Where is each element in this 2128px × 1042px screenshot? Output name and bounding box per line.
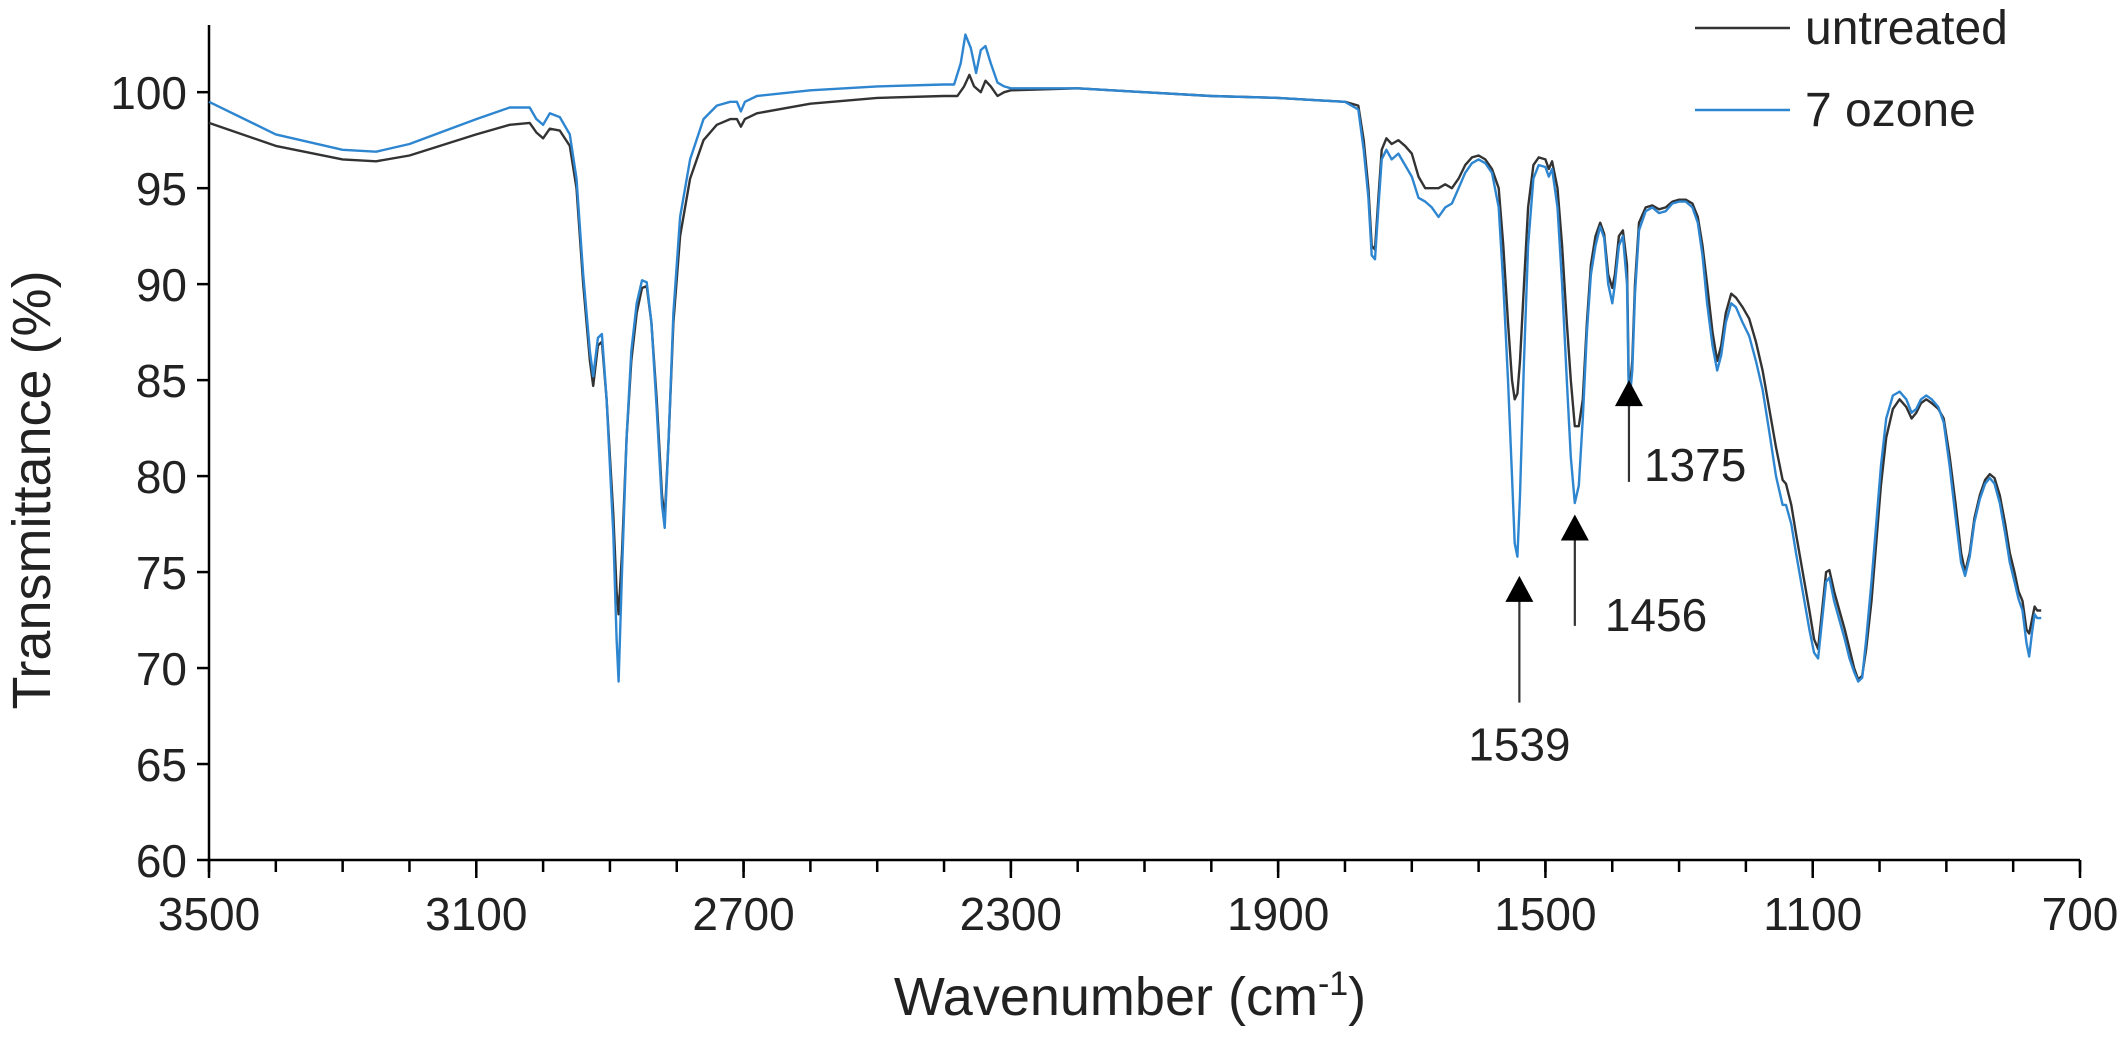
- x-tick-label: 700: [2042, 888, 2119, 940]
- annotation-arrow-head: [1505, 575, 1534, 602]
- x-tick-label: 2300: [960, 888, 1062, 940]
- series-layer: [208, 33, 2042, 683]
- x-tick-label: 1100: [1763, 888, 1862, 940]
- x-tick-label: 3100: [425, 888, 527, 940]
- y-axis-label: Transmittance (%): [2, 270, 62, 709]
- annotation-arrow-head: [1560, 514, 1589, 541]
- y-tick-label: 70: [136, 643, 187, 695]
- y-tick-label: 100: [110, 67, 187, 119]
- annotation-label-1375: 1375: [1644, 439, 1746, 491]
- y-tick-label: 90: [136, 259, 187, 311]
- legend-label-7-ozone: 7 ozone: [1805, 84, 1976, 137]
- x-axis-label-superscript: -1: [1318, 965, 1348, 1003]
- y-tick-label: 60: [136, 835, 187, 887]
- legend-label-untreated: untreated: [1805, 2, 2008, 55]
- y-tick-label: 80: [136, 451, 187, 503]
- x-axis-label: Wavenumber (cm-1): [894, 965, 1366, 1027]
- y-tick-label: 95: [136, 163, 187, 215]
- series-line-untreated: [208, 73, 2042, 681]
- y-tick-label: 65: [136, 739, 187, 791]
- annotation-label-1539: 1539: [1468, 719, 1570, 771]
- annotation-layer: 1539 1456 1375: [1468, 380, 1746, 771]
- x-tick-label: 2700: [692, 888, 794, 940]
- x-tick-label: 1500: [1494, 888, 1596, 940]
- axes-layer: 60 65 70 75 80 85 90 95 100 3500 3100 2700 2300 1900 1…: [110, 25, 2118, 940]
- y-tick-label: 85: [136, 355, 187, 407]
- legend: untreated 7 ozone: [1695, 2, 2008, 137]
- annotation-arrow-head: [1614, 380, 1643, 407]
- annotation-label-1456: 1456: [1605, 589, 1707, 641]
- y-tick-label: 75: [136, 547, 187, 599]
- x-tick-label: 1900: [1227, 888, 1329, 940]
- x-tick-label: 3500: [158, 888, 260, 940]
- series-line-7-ozone: [208, 33, 2042, 683]
